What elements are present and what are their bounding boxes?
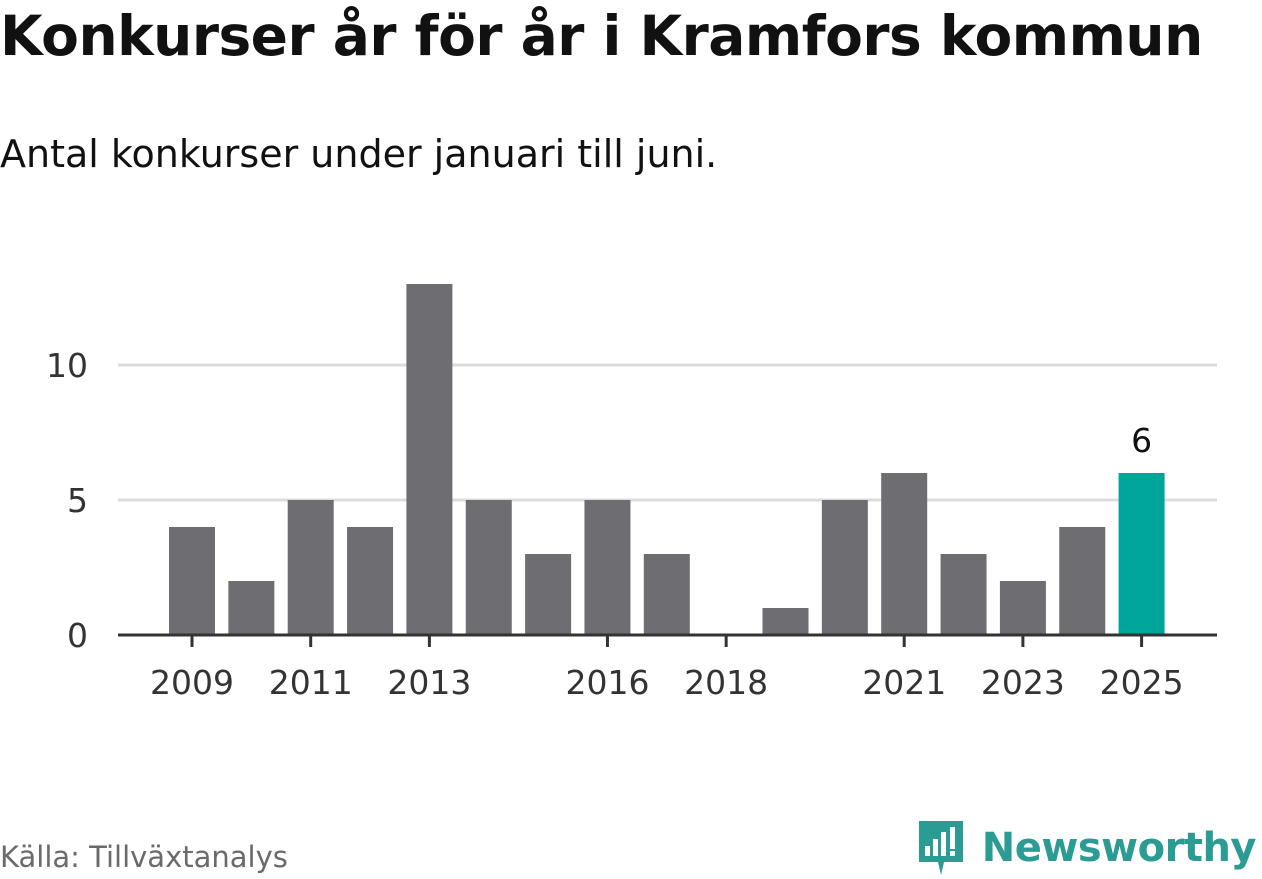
bar [169, 527, 215, 635]
axes [118, 633, 1217, 647]
bar [465, 500, 512, 635]
x-tick-label: 2023 [981, 663, 1065, 702]
y-tick-label: 5 [67, 481, 88, 520]
bars [169, 284, 1165, 635]
source-note: Källa: Tillväxtanalys [0, 840, 288, 874]
y-tick-label: 0 [67, 616, 88, 655]
x-tick-label: 2009 [150, 663, 234, 702]
bar [347, 527, 394, 635]
x-tick-label: 2021 [862, 663, 946, 702]
newsworthy-logo-icon [918, 821, 963, 875]
bar [762, 608, 809, 635]
x-tick-label: 2025 [1100, 663, 1184, 702]
bar [1059, 527, 1106, 635]
labels: 0 5 10 6 2009 2011 2013 2016 2018 2021 2023 2025 [46, 346, 1184, 702]
bar [643, 554, 690, 635]
y-tick-label: 10 [46, 346, 88, 385]
bar [821, 500, 868, 635]
gridlines [118, 363, 1217, 502]
x-tick-label: 2011 [269, 663, 353, 702]
bar [228, 581, 275, 635]
brand-logo[interactable]: Newsworthy [916, 818, 1257, 878]
brand-name: Newsworthy [981, 825, 1257, 871]
bar [525, 554, 572, 635]
bar [940, 554, 987, 635]
x-tick-label: 2016 [565, 663, 649, 702]
bar [287, 500, 334, 635]
bar [406, 284, 453, 635]
chart-subtitle: Antal konkurser under januari till juni. [0, 132, 718, 176]
bar [584, 500, 631, 635]
bar [1118, 473, 1165, 635]
chart-title: Konkurser år för år i Kramfors kommun [0, 4, 1203, 68]
bar [999, 581, 1046, 635]
bar [881, 473, 928, 635]
x-tick-label: 2013 [387, 663, 471, 702]
data-label: 6 [1131, 421, 1152, 460]
x-tick-label: 2018 [684, 663, 768, 702]
